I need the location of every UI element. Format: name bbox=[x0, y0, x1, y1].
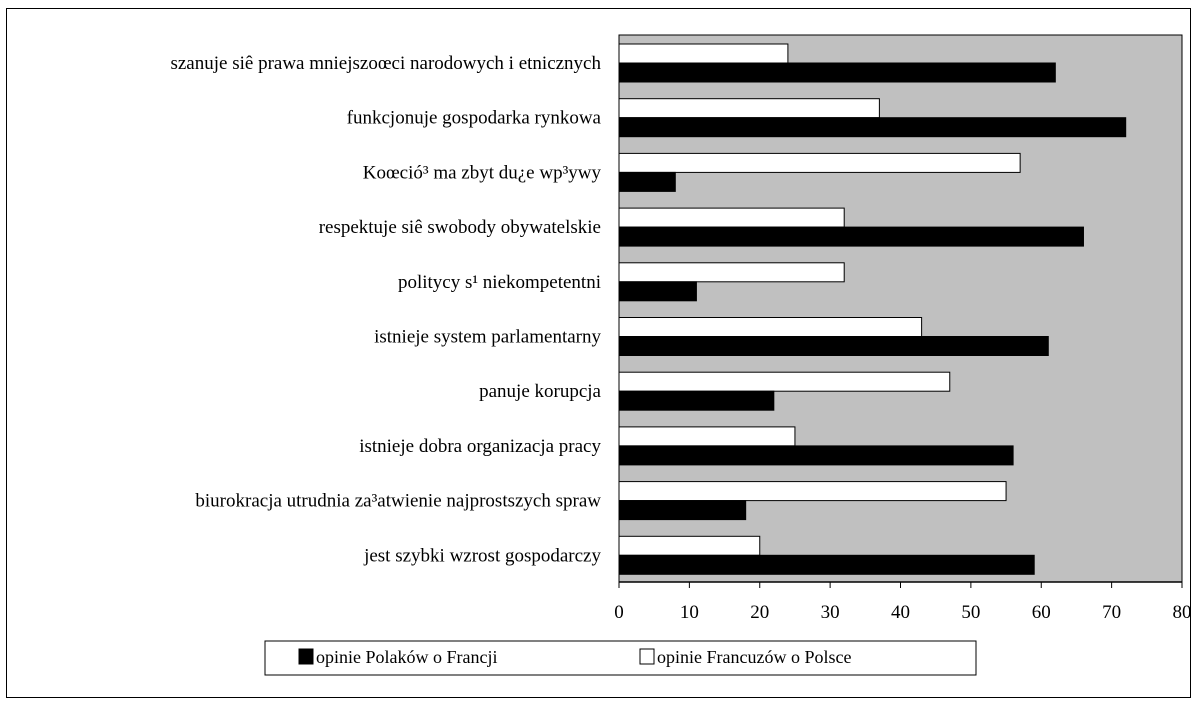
category-label-6: panuje korupcja bbox=[479, 381, 601, 402]
bars-group bbox=[618, 43, 1127, 575]
legend-swatch-black bbox=[298, 648, 314, 665]
bar-francuzow-5 bbox=[618, 317, 923, 337]
bar-polakow-1 bbox=[618, 117, 1127, 138]
category-label-4: politycy s¹ niekompetentni bbox=[398, 272, 601, 293]
bar-francuzow-8 bbox=[618, 481, 1007, 502]
x-tick-label-0: 0 bbox=[614, 602, 624, 623]
category-label-7: istnieje dobra organizacja pracy bbox=[359, 436, 601, 457]
bar-francuzow-6 bbox=[618, 371, 951, 392]
bar-polakow-5 bbox=[618, 336, 1049, 356]
x-tick-label-10: 10 bbox=[680, 602, 699, 623]
legend-box bbox=[264, 640, 977, 676]
bar-polakow-3 bbox=[618, 226, 1084, 247]
bar-francuzow-2 bbox=[618, 152, 1021, 173]
bar-francuzow-7 bbox=[618, 426, 796, 447]
bar-polakow-0 bbox=[618, 62, 1056, 83]
bar-polakow-9 bbox=[618, 554, 1035, 575]
x-tick-label-50: 50 bbox=[961, 602, 980, 623]
category-label-5: istnieje system parlamentarny bbox=[374, 327, 601, 348]
x-tick-label-30: 30 bbox=[821, 602, 840, 623]
x-tick-label-60: 60 bbox=[1032, 602, 1051, 623]
x-tick-label-80: 80 bbox=[1173, 602, 1192, 623]
category-label-1: funkcjonuje gospodarka rynkowa bbox=[347, 108, 602, 129]
bar-francuzow-9 bbox=[618, 535, 761, 556]
category-label-3: respektuje siê swobody obywatelskie bbox=[319, 217, 601, 238]
x-tick-label-40: 40 bbox=[891, 602, 910, 623]
x-tick-label-70: 70 bbox=[1102, 602, 1121, 623]
x-axis-ticks: 0 10 20 30 40 50 60 70 80 bbox=[614, 582, 1192, 623]
bar-francuzow-0 bbox=[618, 43, 789, 64]
bar-francuzow-4 bbox=[618, 262, 845, 283]
category-label-2: Koœció³ ma zbyt du¿e wp³ywy bbox=[363, 162, 602, 183]
bar-polakow-6 bbox=[618, 390, 775, 411]
category-label-8: biurokracja utrudnia za³atwienie najpros… bbox=[195, 491, 601, 512]
bar-polakow-2 bbox=[618, 171, 676, 192]
legend-label-francuzow: opinie Francuzów o Polsce bbox=[657, 647, 851, 667]
bar-polakow-4 bbox=[618, 281, 697, 302]
category-labels: szanuje siê prawa mniejszoœci narodowych… bbox=[170, 53, 601, 566]
category-label-0: szanuje siê prawa mniejszoœci narodowych… bbox=[170, 53, 601, 74]
bar-francuzow-1 bbox=[618, 98, 880, 119]
bar-polakow-7 bbox=[618, 445, 1014, 466]
bar-francuzow-3 bbox=[618, 207, 845, 228]
x-tick-label-20: 20 bbox=[750, 602, 769, 623]
bar-polakow-8 bbox=[618, 500, 747, 521]
legend: opinie Polaków o Francji opinie Francuzó… bbox=[264, 640, 977, 676]
category-label-9: jest szybki wzrost gospodarczy bbox=[363, 545, 601, 566]
legend-label-polakow: opinie Polaków o Francji bbox=[316, 647, 497, 667]
legend-swatch-white bbox=[639, 648, 655, 665]
